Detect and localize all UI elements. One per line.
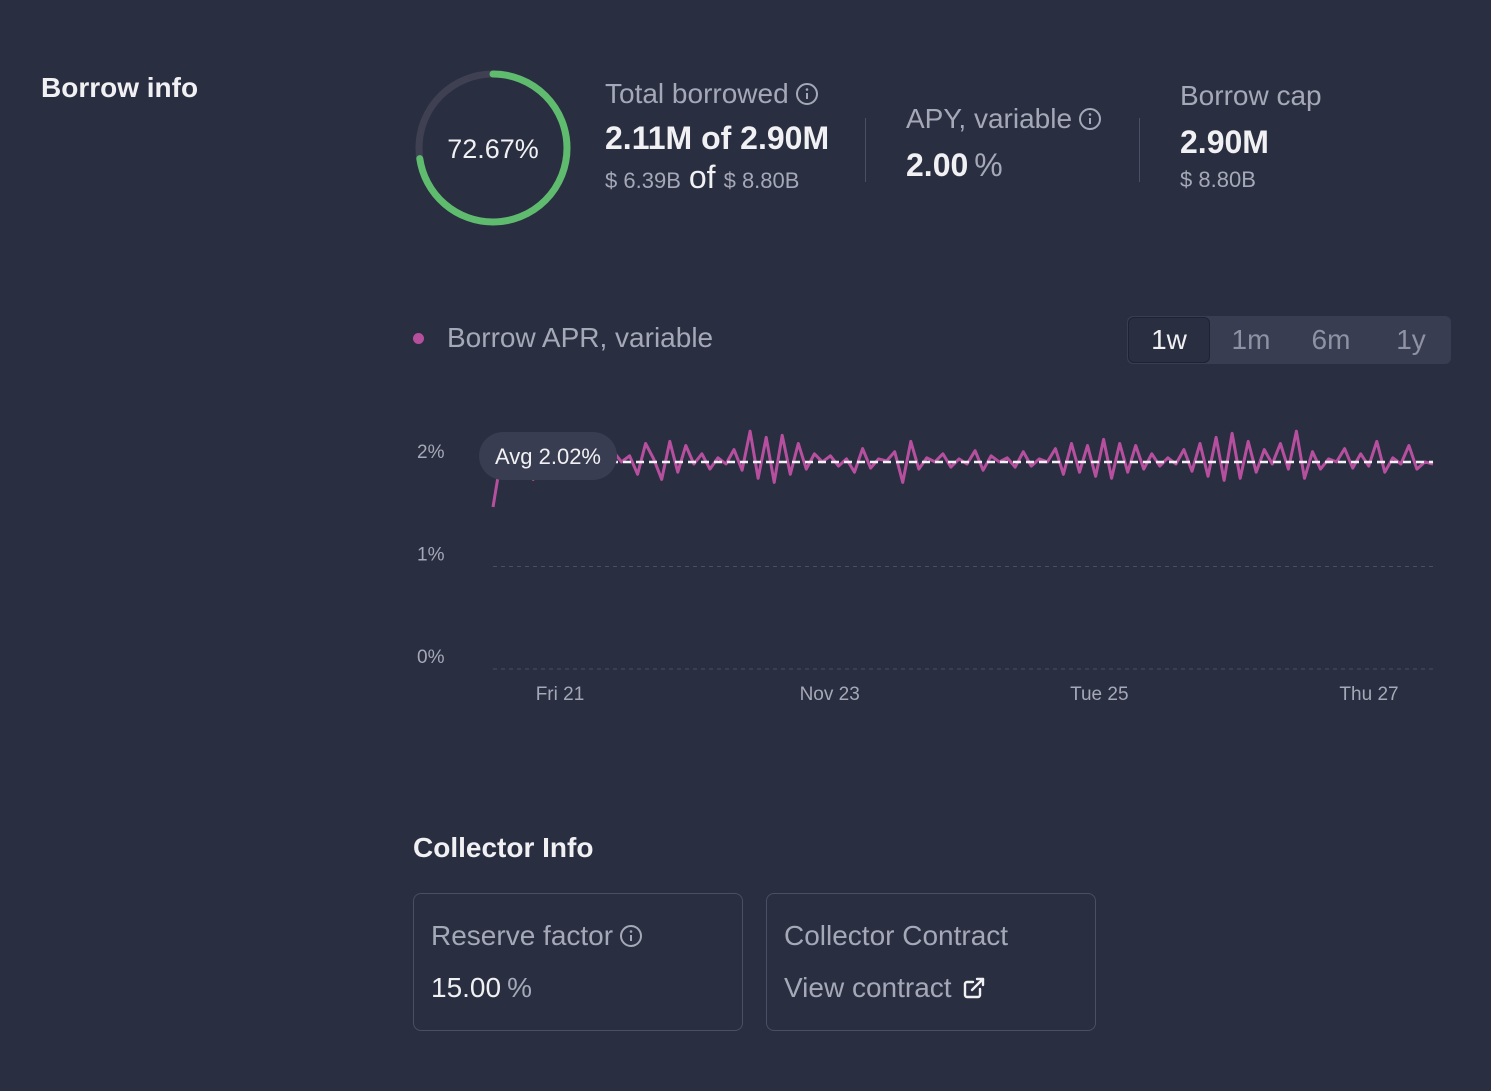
y-tick-label: 1% — [417, 545, 445, 566]
reserve-factor-card: Reserve factor 15.00% — [413, 893, 743, 1031]
gauge-percentage: 72.67% — [447, 133, 539, 164]
timeframe-1y[interactable]: 1y — [1396, 324, 1426, 355]
apy-value: 2.00% — [906, 147, 1003, 183]
x-tick-label: Nov 23 — [800, 684, 860, 705]
y-tick-label: 2% — [417, 442, 445, 463]
divider — [1139, 118, 1140, 182]
divider — [865, 118, 866, 182]
y-tick-label: 0% — [417, 647, 445, 668]
section-title: Borrow info — [41, 72, 199, 103]
total-borrowed-label: Total borrowed — [605, 78, 789, 109]
external-link-icon — [963, 977, 984, 999]
legend-dot — [413, 332, 424, 344]
chart-legend: Borrow APR, variable — [413, 322, 713, 354]
usd-total: 8.80B — [741, 168, 800, 193]
timeframe-toggle: 1w 1m 6m 1y — [1127, 316, 1451, 364]
x-tick-label: Fri 21 — [536, 684, 585, 705]
info-icon[interactable] — [795, 82, 819, 106]
apy-stat: APY, variable 2.00% — [906, 103, 1102, 184]
avg-badge — [479, 432, 617, 480]
borrow-cap-stat: Borrow cap 2.90M $ 8.80B — [1180, 80, 1322, 193]
avg-label: Avg 2.02% — [495, 444, 601, 469]
borrow-cap-label: Borrow cap — [1180, 80, 1322, 111]
info-icon[interactable] — [619, 924, 643, 948]
info-icon[interactable] — [1078, 107, 1102, 131]
borrow-apr-chart: 0% 1% 2% Fri 21 Nov 23 Tue 25 Thu 27 Avg 2.02% — [417, 429, 1434, 705]
reserve-factor-value: 15.00% — [431, 972, 532, 1003]
collector-info-title: Collector Info — [413, 832, 594, 863]
x-tick-label: Thu 27 — [1339, 684, 1398, 705]
collector-contract-label: Collector Contract — [784, 920, 1009, 951]
series-line — [491, 429, 1434, 508]
timeframe-1m[interactable]: 1m — [1231, 324, 1271, 355]
collector-contract-card: Collector Contract View contract — [766, 893, 1096, 1031]
x-tick-label: Tue 25 — [1070, 684, 1128, 705]
gauge-progress-arc — [415, 70, 571, 226]
timeframe-6m[interactable]: 6m — [1311, 324, 1351, 355]
total-borrowed-stat: Total borrowed 2.11M of 2.90M $ 6.39B of $… — [605, 78, 829, 196]
borrow-cap-usd: $ 8.80B — [1180, 167, 1256, 192]
borrow-cap-value: 2.90M — [1180, 124, 1269, 160]
apy-label: APY, variable — [906, 103, 1073, 134]
utilization-gauge — [415, 70, 571, 226]
total-borrowed-amount: 2.11M of 2.90M — [605, 120, 830, 156]
total-borrowed-usd: $ 6.39B of $ 8.80B — [605, 159, 800, 195]
timeframe-1w[interactable]: 1w — [1128, 317, 1210, 363]
legend-label: Borrow APR, variable — [447, 322, 714, 353]
usd-borrowed: 6.39B — [623, 168, 681, 193]
reserve-factor-label: Reserve factor — [431, 920, 614, 951]
view-contract-link[interactable]: View contract — [784, 972, 986, 1004]
